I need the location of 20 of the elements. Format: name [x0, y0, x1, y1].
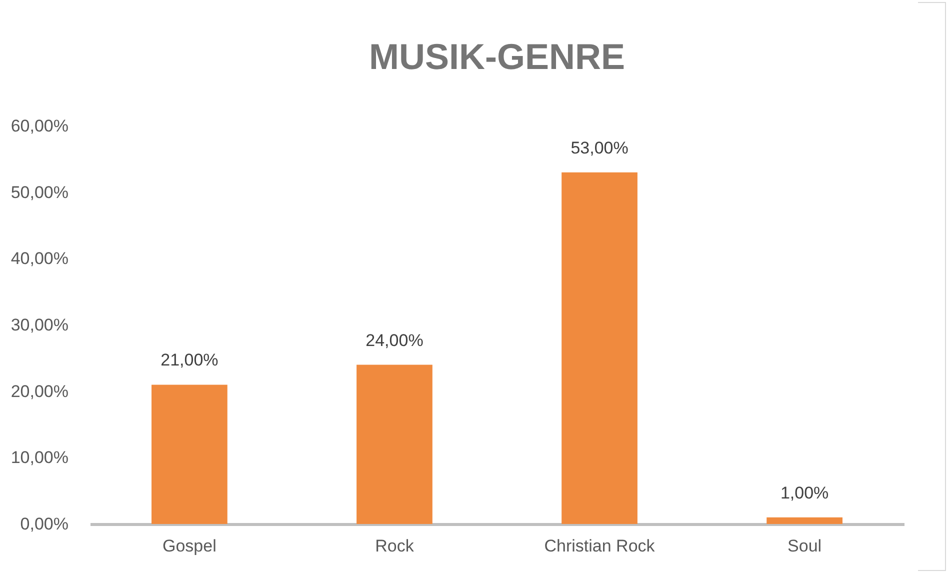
data-label: 24,00% — [366, 330, 424, 350]
x-tick-label: Christian Rock — [544, 536, 656, 556]
data-label: 1,00% — [780, 483, 829, 502]
x-tick-label: Soul — [788, 536, 822, 556]
y-tick-label: 0,00% — [20, 514, 68, 534]
chart-title: MUSIK-GENRE — [368, 36, 626, 77]
y-tick-label: 20,00% — [10, 382, 68, 401]
y-tick-label: 30,00% — [10, 316, 68, 334]
y-tick-label: 50,00% — [10, 182, 68, 202]
bar — [152, 384, 228, 524]
x-tick-label: Gospel — [162, 536, 216, 556]
y-tick-label: 10,00% — [10, 448, 68, 468]
bar — [356, 364, 432, 524]
data-label: 21,00% — [160, 350, 218, 370]
y-tick-label: 40,00% — [10, 249, 68, 268]
y-tick-label: 60,00% — [10, 116, 68, 136]
data-label: 53,00% — [570, 138, 628, 158]
bar — [766, 517, 842, 524]
x-tick-label: Rock — [375, 536, 414, 556]
bar — [562, 172, 638, 524]
